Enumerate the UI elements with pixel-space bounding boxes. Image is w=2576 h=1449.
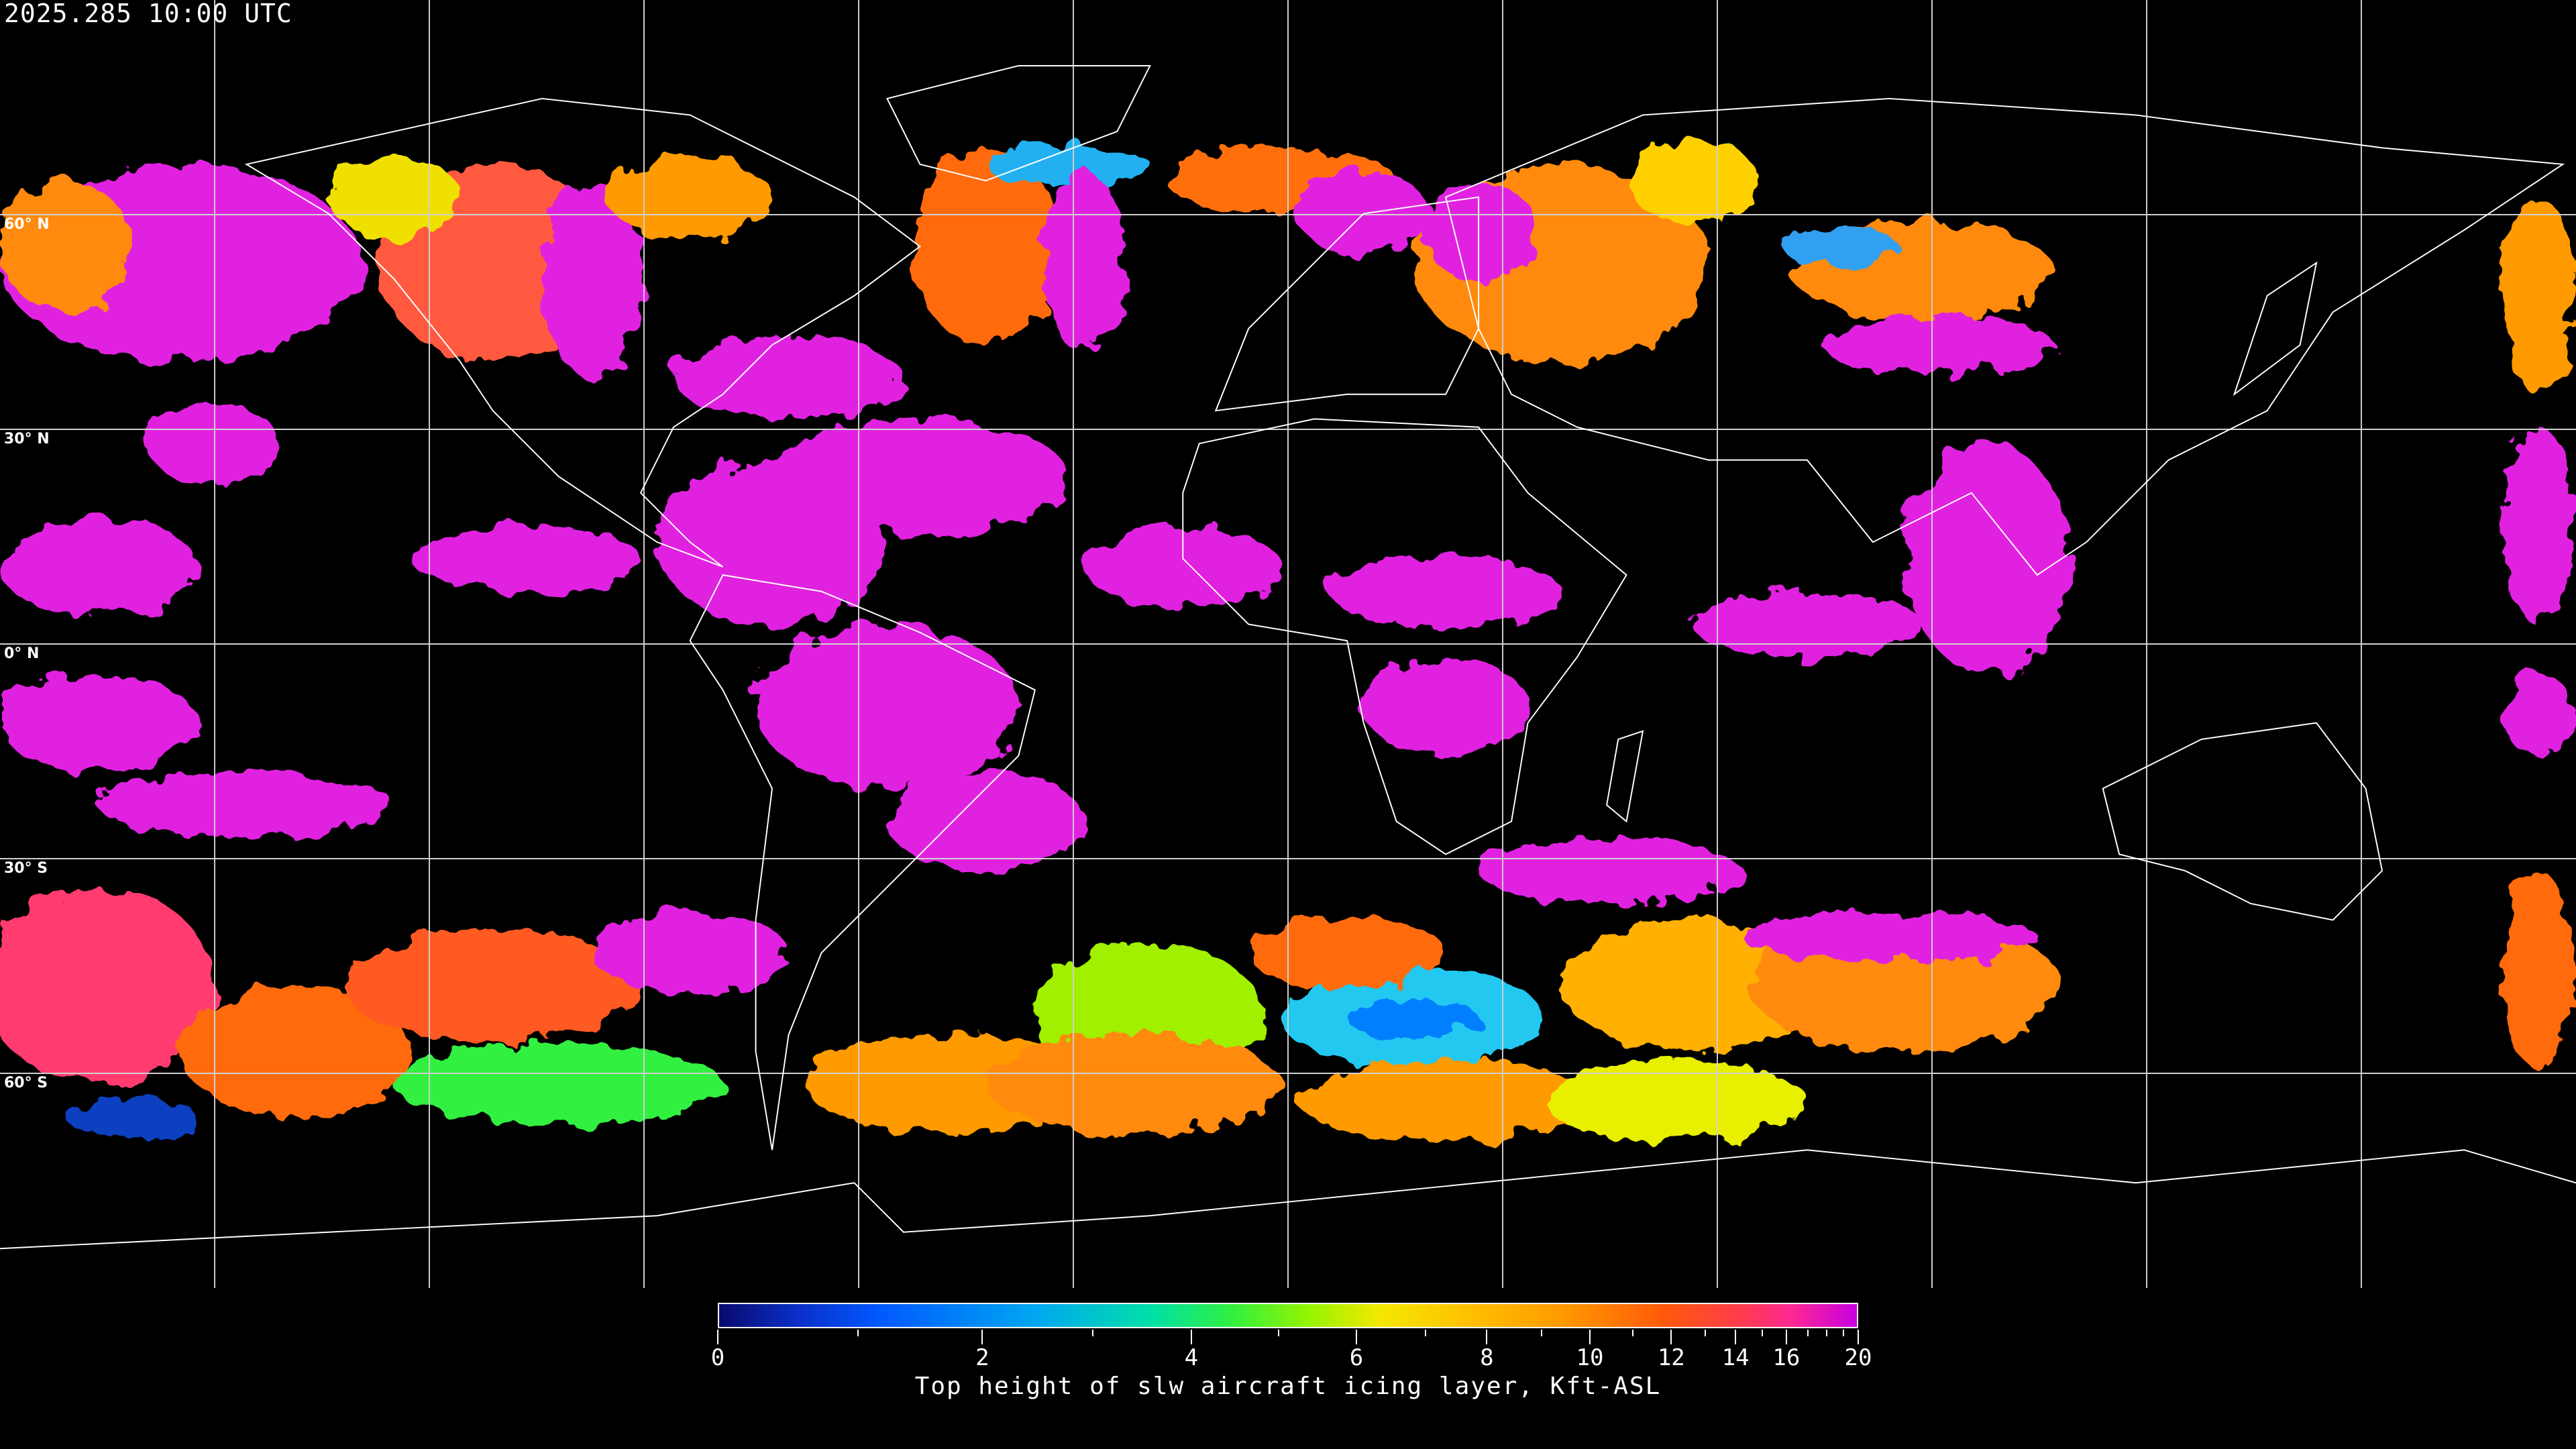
colorbar-tick-label: 6 xyxy=(1349,1344,1364,1371)
cloud-field xyxy=(0,140,2575,1142)
colorbar-tick-label: 2 xyxy=(975,1344,989,1371)
colorbar-minor-tick xyxy=(857,1330,859,1336)
colorbar-tick-label: 8 xyxy=(1480,1344,1494,1371)
colorbar-minor-tick xyxy=(1762,1330,1764,1336)
colorbar-minor-tick xyxy=(1807,1330,1809,1336)
lat-label-30s: 30° S xyxy=(4,860,48,877)
lat-label-equator: 0° N xyxy=(4,645,40,662)
colorbar-tick-label: 4 xyxy=(1184,1344,1199,1371)
colorbar-major-tick xyxy=(1670,1330,1672,1344)
colorbar-minor-tick xyxy=(1092,1330,1094,1336)
colorbar-minor-tick xyxy=(1825,1330,1827,1336)
colorbar-title: Top height of slw aircraft icing layer, … xyxy=(914,1373,1662,1400)
colorbar-major-tick xyxy=(1858,1330,1859,1344)
coastline-japan xyxy=(2233,261,2318,396)
colorbar-major-tick xyxy=(1486,1330,1488,1344)
coastline-south-america xyxy=(689,574,1036,1150)
colorbar-major-tick xyxy=(981,1330,983,1344)
coastline-madagascar xyxy=(1606,730,1644,823)
colorbar-minor-tick xyxy=(1842,1330,1844,1336)
coastline-europe xyxy=(1214,196,1480,412)
colorbar-major-tick xyxy=(1190,1330,1192,1344)
colorbar-tick-label: 14 xyxy=(1721,1344,1750,1371)
graticule xyxy=(0,0,2576,1288)
colorbar-major-tick xyxy=(1735,1330,1737,1344)
coastline-australia xyxy=(2102,722,2383,921)
colorbar-minor-tick xyxy=(1705,1330,1707,1336)
colorbar xyxy=(718,1303,1858,1328)
colorbar-tick-label: 20 xyxy=(1844,1344,1872,1371)
map-canvas[interactable] xyxy=(0,0,2576,1288)
lat-label-30n: 30° N xyxy=(4,431,50,447)
colorbar-tick-label: 12 xyxy=(1657,1344,1685,1371)
colorbar-minor-tick xyxy=(1632,1330,1634,1336)
colorbar-minor-tick xyxy=(1424,1330,1426,1336)
coastline-africa xyxy=(1182,418,1627,855)
timestamp: 2025.285 10:00 UTC xyxy=(4,0,292,28)
lat-label-60s: 60° S xyxy=(4,1075,48,1091)
colorbar-minor-tick xyxy=(1278,1330,1280,1336)
colorbar-tick-label: 10 xyxy=(1576,1344,1604,1371)
coastline-asia xyxy=(1444,97,2565,576)
colorbar-minor-tick xyxy=(1540,1330,1542,1336)
colorbar-ticks: 0 2 4 6 8 10 12 14 16 20 xyxy=(711,1330,1872,1383)
coastline-greenland xyxy=(886,64,1151,182)
colorbar-major-tick xyxy=(1785,1330,1787,1344)
coastline-north-america xyxy=(244,97,922,568)
coastlines xyxy=(0,64,2576,1250)
coastline-antarctica xyxy=(0,1149,2576,1250)
lat-label-60n: 60° N xyxy=(4,216,50,233)
colorbar-tick-label: 16 xyxy=(1772,1344,1801,1371)
colorbar-tick-label: 0 xyxy=(710,1344,725,1371)
colorbar-major-tick xyxy=(1355,1330,1357,1344)
colorbar-major-tick xyxy=(1589,1330,1591,1344)
colorbar-major-tick xyxy=(717,1330,718,1344)
